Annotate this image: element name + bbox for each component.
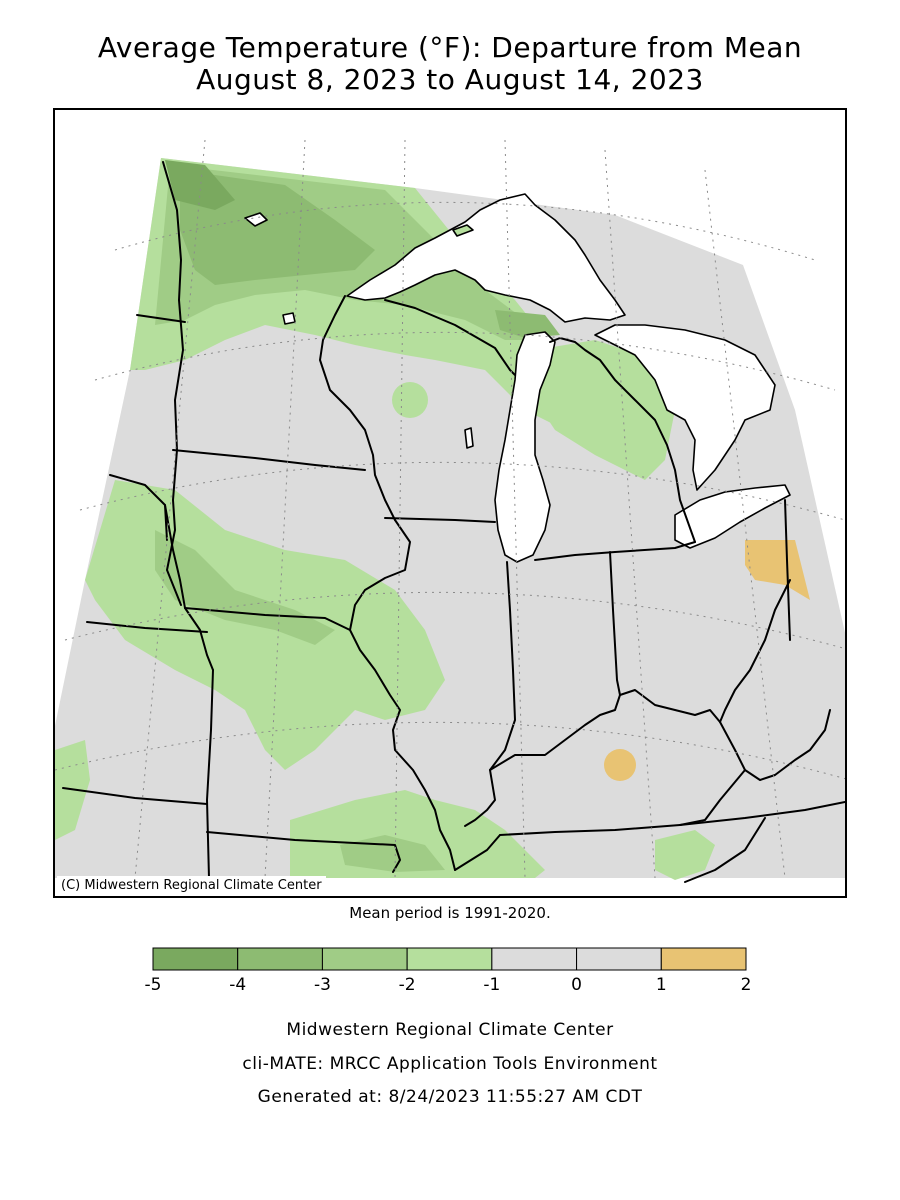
border-ia-il [349, 519, 456, 871]
legend-tick-label: 0 [571, 975, 582, 995]
border-wi-il [384, 517, 496, 523]
zone-minus-3-to-minus-4-upper-michigan [495, 310, 560, 338]
legend-tick-label: -3 [314, 975, 331, 995]
color-legend: -5 -4 -3 -2 -1 0 1 2 [145, 947, 752, 995]
border-ky-va [679, 769, 746, 826]
zone-minus-4-to-minus-5-north [165, 160, 235, 210]
credit-application: cli-MATE: MRCC Application Tools Environ… [242, 1054, 658, 1074]
zone-minus-1-to-minus-2-kentucky [655, 830, 715, 880]
map-panel: (C) Midwestern Regional Climate Center [53, 108, 847, 898]
legend-swatch-2 [321, 947, 408, 971]
border-in-mi [534, 551, 616, 561]
border-sd-ne [109, 474, 168, 541]
border-mo-ar [206, 831, 401, 873]
border-ia-ne [164, 504, 186, 609]
lake-of-the-woods [244, 212, 268, 227]
map-canvas [55, 139, 845, 883]
border-in-oh [609, 551, 621, 696]
legend-swatch-0 [152, 947, 239, 971]
credit-organization: Midwestern Regional Climate Center [286, 1020, 614, 1040]
border-mi-oh [614, 541, 696, 553]
legend-tick-label: 2 [741, 975, 752, 995]
great-lakes [244, 193, 791, 563]
border-nd-mn [162, 161, 184, 451]
isle-royale [452, 224, 474, 237]
border-ia-mo [184, 607, 351, 631]
border-tn-nc [684, 817, 766, 883]
legend-swatch-3 [406, 947, 493, 971]
zone-plus-1-to-plus-2-ohio [745, 540, 810, 600]
red-lake [282, 312, 296, 325]
zone-minus-1-to-minus-2-lower-michigan [535, 340, 675, 480]
border-ks-ok [62, 787, 208, 805]
legend-swatch-5 [576, 947, 662, 971]
border-ky-wv [719, 709, 831, 781]
border-wi-mi [384, 299, 516, 376]
credit-generated-at: Generated at: 8/24/2023 11:55:27 AM CDT [257, 1087, 643, 1107]
map-copyright: (C) Midwestern Regional Climate Center [57, 876, 326, 894]
border-ne-ks [86, 621, 208, 633]
border-sd-mn [166, 449, 182, 606]
legend-swatch-4 [491, 947, 578, 971]
border-mn-wi [319, 295, 396, 521]
border-il-ky [464, 769, 496, 827]
state-boundaries [62, 161, 845, 883]
legend-tick-label: -5 [145, 975, 162, 995]
legend-swatch-1 [237, 947, 323, 971]
border-oh-wv [719, 579, 791, 723]
legend-tick-label: -1 [483, 975, 500, 995]
lake-winnebago [464, 427, 474, 449]
border-ks-mo [206, 669, 214, 879]
graticule [55, 139, 845, 879]
zone-plus-1-to-plus-2-kentucky [604, 749, 636, 781]
border-va-tn-nc [679, 801, 845, 826]
border-in-ky [489, 689, 721, 771]
border-ky-tn [499, 824, 681, 836]
legend-swatch-6 [660, 947, 747, 971]
border-mi-lower [549, 337, 696, 543]
legend-tick-label: -2 [399, 975, 416, 995]
zone-minus-1-small-wisconsin [392, 382, 428, 418]
border-ne-mo [184, 607, 214, 671]
border-nd-sd [136, 314, 186, 323]
mean-period-note: Mean period is 1991-2020. [349, 904, 551, 922]
border-mn-ia [172, 449, 366, 471]
lake-michigan [494, 331, 556, 563]
lake-erie [674, 484, 791, 549]
border-mo-tn [454, 834, 501, 871]
map-title: Average Temperature (°F): Departure from… [97, 31, 803, 64]
lake-huron [594, 324, 776, 491]
legend-tick-label: 1 [656, 975, 667, 995]
legend-tick-label: -4 [229, 975, 246, 995]
lake-superior [346, 193, 626, 323]
map-date-range: August 8, 2023 to August 14, 2023 [196, 63, 704, 96]
border-il-in [489, 561, 516, 771]
border-oh-pa [784, 499, 791, 641]
